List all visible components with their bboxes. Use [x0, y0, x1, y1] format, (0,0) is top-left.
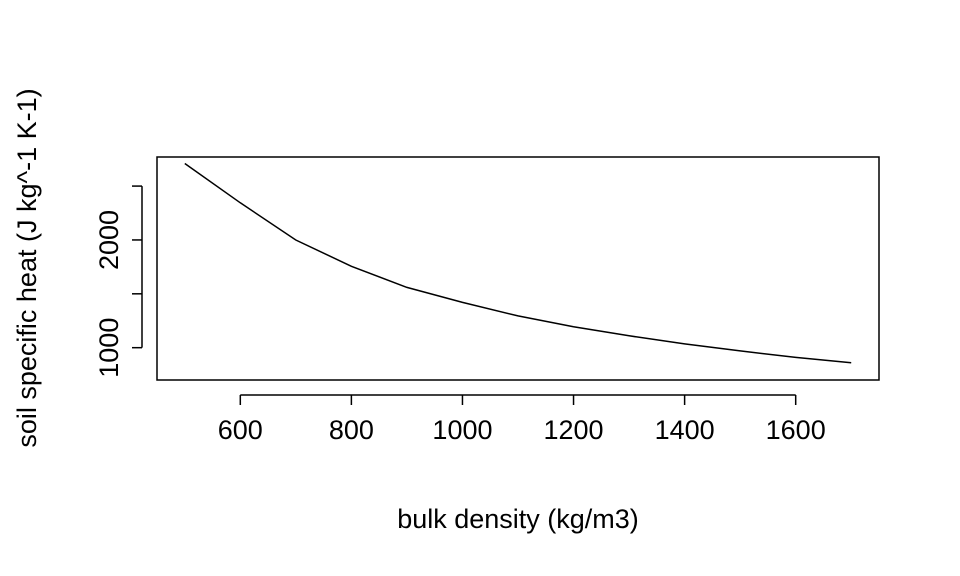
series-line [184, 162, 852, 364]
x-axis: 600 800 1000 1200 1400 1600 [218, 394, 826, 445]
x-tick-label: 1600 [766, 415, 826, 445]
y-tick-label: 1000 [94, 318, 124, 378]
x-tick-label: 1200 [543, 415, 603, 445]
plot-frame [156, 156, 880, 381]
x-tick-label: 600 [218, 415, 263, 445]
y-axis: 1000 2000 [94, 185, 143, 378]
x-tick-label: 1400 [655, 415, 715, 445]
y-axis-title: soil specific heat (J kg^-1 K-1) [12, 88, 42, 447]
x-tick-label: 1000 [432, 415, 492, 445]
x-tick-label: 800 [329, 415, 374, 445]
y-tick-label: 2000 [94, 210, 124, 270]
x-axis-title: bulk density (kg/m3) [397, 504, 639, 534]
